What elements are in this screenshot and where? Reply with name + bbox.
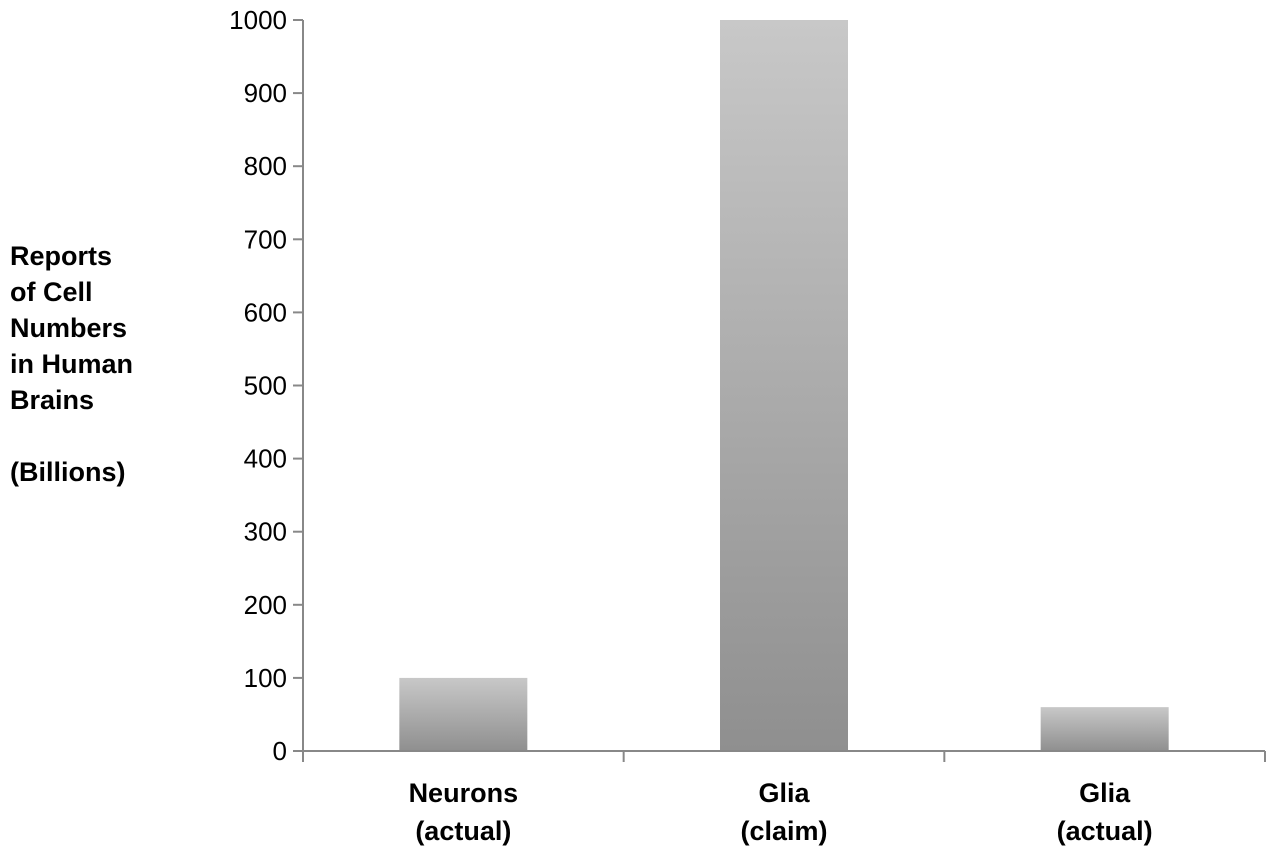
y-axis-label-line: in Human [10, 349, 134, 379]
bars-group [399, 20, 1169, 751]
y-tick-label: 400 [244, 444, 287, 474]
y-tick-label: 1000 [229, 5, 287, 35]
y-tick-label: 0 [273, 736, 287, 766]
y-tick-label: 700 [244, 224, 287, 254]
y-tick-label: 200 [244, 590, 287, 620]
y-axis-label-line: Brains [10, 385, 95, 415]
y-axis-label-line: Reports [10, 241, 113, 271]
y-tick-label: 800 [244, 151, 287, 181]
x-category-label: (claim) [740, 816, 827, 846]
bar [399, 677, 528, 751]
y-axis-units: (Billions) [10, 457, 126, 487]
x-category-label: (actual) [415, 816, 511, 846]
y-tick-label: 900 [244, 78, 287, 108]
x-category-label: Neurons [409, 778, 519, 808]
y-ticks-group: 0 100 200 300 400 500 600 700 800 900 1000 [229, 5, 303, 766]
x-categories-group: Neurons (actual) Glia (claim) Glia (actual) [409, 778, 1153, 846]
bar [720, 20, 848, 751]
x-category-label: Glia [758, 778, 810, 808]
x-category-label: (actual) [1057, 816, 1153, 846]
y-tick-label: 500 [244, 371, 287, 401]
y-tick-label: 100 [244, 663, 287, 693]
y-axis-label-line: of Cell [10, 277, 93, 307]
x-category-label: Glia [1079, 778, 1131, 808]
y-tick-label: 600 [244, 297, 287, 327]
y-axis-label: Reports of Cell Numbers in Human Brains … [10, 238, 180, 490]
y-tick-label: 300 [244, 517, 287, 547]
y-axis-label-line: Numbers [10, 313, 128, 343]
bar [1040, 707, 1169, 751]
